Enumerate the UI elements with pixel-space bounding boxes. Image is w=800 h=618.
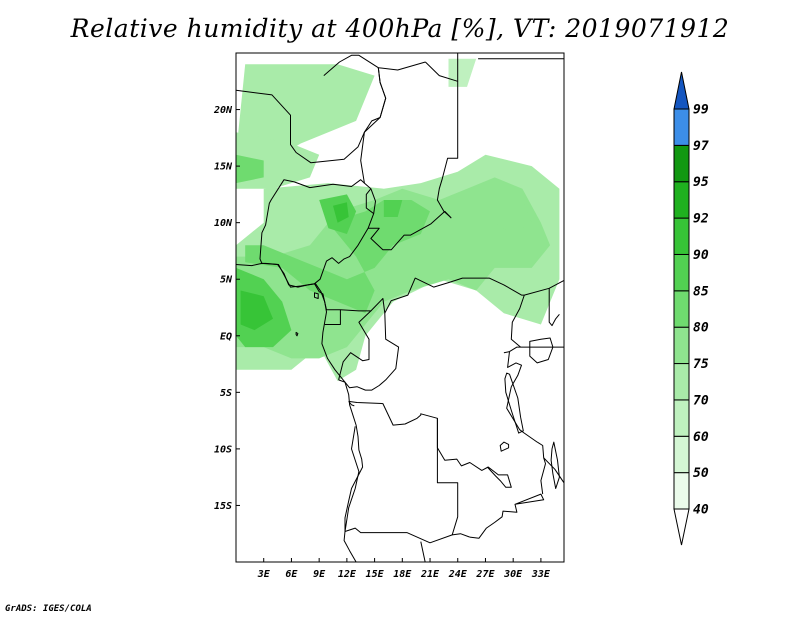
country-border-24 — [503, 346, 564, 354]
colorbar-level-label: 85 — [693, 284, 709, 299]
lon-tick-label: 21E — [420, 569, 440, 580]
colorbar-box-5 — [673, 290, 690, 328]
humidity-region-5 — [236, 177, 551, 359]
lon-tick-label: 30E — [503, 569, 523, 580]
colorbar-level-label: 75 — [693, 357, 709, 372]
lon-tick-label: 6E — [285, 569, 298, 580]
colorbar-box-1 — [673, 435, 690, 474]
colorbar-upper-extension — [673, 71, 690, 110]
colorbar-level-label: 95 — [693, 175, 709, 190]
humidity-region-11 — [383, 200, 403, 217]
colorbar-box-8 — [673, 181, 690, 219]
colorbar: 40 50 60 70 75 80 85 90 92 95 97 99 — [673, 71, 709, 546]
country-border-2 — [364, 67, 387, 133]
colorbar-box-2 — [673, 399, 690, 437]
colorbar-level-label: 92 — [693, 212, 709, 227]
country-border-18 — [344, 426, 360, 532]
colorbar-box-3 — [673, 363, 690, 401]
colorbar-level-label: 40 — [693, 503, 709, 518]
country-border-25 — [507, 351, 522, 387]
chart-title: Relative humidity at 400hPa [%], VT: 201… — [70, 14, 730, 43]
humidity-region-6 — [245, 200, 430, 314]
lat-tick-label: 15N — [214, 162, 233, 173]
lat-tick-label: 5N — [220, 275, 233, 286]
island-outline-0 — [314, 292, 319, 299]
lon-tick-label: 27E — [475, 569, 495, 580]
colorbar-level-label: 80 — [693, 321, 709, 336]
lon-tick-label: 3E — [257, 569, 271, 580]
colorbar-box-0 — [673, 472, 690, 510]
country-border-21 — [469, 493, 545, 539]
colorbar-level-label: 90 — [693, 248, 709, 263]
humidity-region-3 — [236, 154, 264, 184]
colorbar-box-4 — [673, 326, 690, 365]
colorbar-box-7 — [673, 217, 690, 255]
country-border-1 — [323, 54, 379, 76]
humidity-region-1 — [448, 58, 477, 87]
lat-tick-label: 5S — [220, 388, 232, 399]
country-border-12 — [338, 313, 400, 391]
lat-tick-label: 20N — [213, 105, 233, 116]
colorbar-level-label: 60 — [693, 430, 709, 445]
island-outline-1 — [295, 331, 299, 337]
country-border-15 — [348, 400, 512, 488]
country-border-23 — [543, 457, 564, 484]
lon-tick-label: 18E — [393, 569, 412, 580]
country-border-28 — [506, 386, 538, 443]
country-border-8 — [365, 188, 375, 214]
lake-outline-0 — [529, 337, 554, 364]
map-frame — [235, 52, 565, 563]
country-border-26 — [510, 294, 525, 348]
lake-outline-2 — [550, 441, 560, 489]
humidity-field-layer — [236, 58, 560, 381]
humidity-region-12 — [494, 200, 532, 234]
lat-tick-label: EQ — [220, 331, 232, 342]
country-border-9 — [314, 228, 369, 285]
colorbar-level-label: 99 — [693, 103, 709, 118]
colorbar-lower-extension — [673, 508, 690, 546]
colorbar-level-label: 97 — [693, 139, 709, 154]
coastline — [236, 262, 364, 562]
country-border-14 — [324, 309, 341, 325]
lon-tick-label: 15E — [366, 569, 385, 580]
country-border-16 — [436, 418, 470, 538]
lake-outline-3 — [499, 441, 510, 452]
grads-credit: GrADS: IGES/COLA — [5, 604, 92, 614]
colorbar-box-6 — [673, 253, 690, 292]
lon-tick-label: 24E — [448, 569, 468, 580]
country-border-6 — [360, 132, 452, 251]
country-border-7 — [259, 179, 365, 264]
lake-outline-1 — [504, 372, 524, 434]
country-border-27 — [548, 288, 560, 327]
colorbar-box-9 — [673, 144, 690, 183]
lon-tick-label: 9E — [313, 569, 326, 580]
lon-tick-label: 12E — [338, 569, 357, 580]
country-border-3 — [425, 61, 459, 218]
humidity-region-10 — [333, 202, 349, 223]
colorbar-level-label: 70 — [693, 393, 709, 408]
country-border-13 — [338, 310, 372, 381]
lat-tick-label: 10N — [214, 218, 233, 229]
axis-ticks-layer: 20N 15N 10N 5N EQ 5S 10S 15S 3E 6E 9E 12E 15E 18E 21E 2… — [213, 105, 551, 580]
lat-tick-label: 10S — [214, 444, 232, 455]
country-border-19 — [344, 527, 453, 544]
country-borders-layer — [236, 53, 564, 562]
colorbar-level-label: 50 — [693, 466, 709, 481]
lon-tick-label: 33E — [531, 569, 551, 580]
humidity-region-8 — [240, 290, 273, 331]
country-border-22 — [536, 441, 546, 495]
lat-tick-label: 15S — [214, 501, 232, 512]
colorbar-box-10 — [673, 108, 690, 146]
